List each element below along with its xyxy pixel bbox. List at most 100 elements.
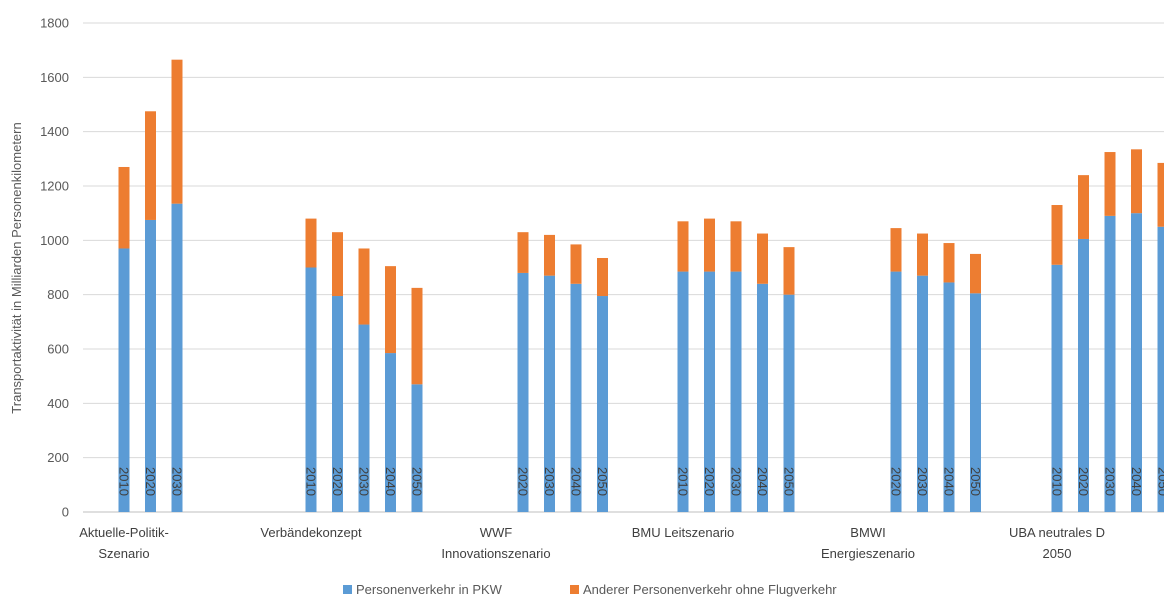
bar-year-label: 2030: [170, 467, 185, 496]
bar-year-label: 2020: [889, 467, 904, 496]
bar-pkw: [730, 271, 742, 512]
bar-other: [704, 218, 715, 272]
bar-pkw: [544, 275, 555, 512]
bar-other: [332, 232, 343, 297]
y-tick-label: 400: [47, 396, 69, 411]
bar-year-label: 2020: [702, 467, 717, 496]
bar-other: [145, 111, 156, 220]
bar-pkw: [917, 275, 928, 512]
y-tick-label: 600: [47, 342, 69, 357]
bar-other: [118, 166, 130, 249]
y-tick-label: 1800: [40, 16, 69, 31]
bar-year-labels: 2010 2020 2030 2010 2020 2030 2040 2050 2020 2030…: [117, 467, 1164, 496]
y-tick-label: 1400: [40, 124, 69, 139]
bar-year-label: 2020: [516, 467, 531, 496]
bar-pkw: [411, 384, 423, 512]
bar-year-label: 2040: [942, 467, 957, 496]
group-label: WWF: [480, 525, 513, 540]
bar-pkw: [704, 271, 715, 512]
group-label: Szenario: [98, 546, 149, 561]
x-axis-group-labels: Aktuelle-Politik- Szenario Verbändekonzept…: [79, 525, 1105, 561]
y-tick-label: 200: [47, 450, 69, 465]
bar-pkw: [1078, 238, 1089, 512]
bar-year-label: 2010: [117, 467, 132, 496]
bar-pkw: [1051, 264, 1063, 512]
bar-year-label: 2040: [1129, 467, 1144, 496]
y-axis-ticks: 0 200 400 600 800 1000 1200 1400 1600 1800: [40, 16, 69, 520]
bar-pkw: [570, 283, 582, 512]
legend-label: Personenverkehr in PKW: [356, 582, 503, 597]
bar-pkw: [332, 296, 343, 512]
bar-other: [730, 221, 742, 272]
bar-year-label: 2040: [569, 467, 584, 496]
group-label: BMU Leitszenario: [632, 525, 735, 540]
bar-other: [385, 266, 396, 354]
bars: [118, 59, 1164, 513]
y-axis-title: Transportaktivität in Milliarden Persone…: [9, 122, 24, 413]
group-label: BMWI: [850, 525, 885, 540]
legend-swatch: [343, 585, 352, 594]
y-tick-label: 1000: [40, 233, 69, 248]
bar-pkw: [890, 271, 902, 512]
bar-other: [677, 221, 689, 272]
legend-label: Anderer Personenverkehr ohne Flugverkehr: [583, 582, 837, 597]
group-label: Verbändekonzept: [260, 525, 362, 540]
bar-other: [1104, 152, 1116, 216]
bar-year-label: 2050: [1156, 467, 1164, 496]
bar-other: [757, 233, 768, 284]
bar-pkw: [171, 203, 183, 513]
bar-other: [1157, 162, 1164, 227]
bar-other: [570, 244, 582, 284]
bar-pkw: [145, 219, 156, 513]
bar-year-label: 2050: [968, 467, 983, 496]
bar-pkw: [385, 353, 396, 512]
bar-other: [517, 232, 529, 273]
y-tick-label: 0: [62, 505, 69, 520]
bar-pkw: [1104, 215, 1116, 512]
bar-pkw: [305, 267, 317, 512]
bar-other: [917, 233, 928, 276]
bar-year-label: 2010: [304, 467, 319, 496]
bar-year-label: 2030: [1103, 467, 1118, 496]
bar-pkw: [1131, 213, 1142, 512]
bar-year-label: 2040: [383, 467, 398, 496]
y-tick-label: 1200: [40, 179, 69, 194]
bar-year-label: 2020: [330, 467, 345, 496]
bar-year-label: 2010: [1050, 467, 1065, 496]
y-tick-label: 1600: [40, 70, 69, 85]
bar-year-label: 2010: [676, 467, 691, 496]
bar-other: [544, 234, 555, 276]
bar-year-label: 2030: [915, 467, 930, 496]
y-tick-label: 800: [47, 287, 69, 302]
bar-year-label: 2020: [143, 467, 158, 496]
group-label: 2050: [1043, 546, 1072, 561]
bar-other: [597, 257, 608, 297]
bar-pkw: [757, 283, 768, 512]
bar-year-label: 2030: [542, 467, 557, 496]
bar-pkw: [118, 248, 130, 512]
bar-other: [1131, 149, 1142, 214]
bar-other: [943, 243, 955, 283]
group-label: Aktuelle-Politik-: [79, 525, 169, 540]
gridlines: [83, 22, 1164, 513]
bar-year-label: 2040: [755, 467, 770, 496]
bar-pkw: [677, 271, 689, 512]
bar-pkw: [783, 294, 795, 512]
bar-year-label: 2030: [729, 467, 744, 496]
bar-year-label: 2030: [357, 467, 372, 496]
bar-pkw: [358, 324, 370, 512]
legend-swatch: [570, 585, 579, 594]
group-label: Energieszenario: [821, 546, 915, 561]
bar-pkw: [597, 296, 608, 512]
bar-other: [1078, 175, 1089, 239]
bar-other: [411, 287, 423, 385]
group-label: UBA neutrales D: [1009, 525, 1105, 540]
bar-year-label: 2020: [1076, 467, 1091, 496]
bar-other: [1051, 205, 1063, 265]
bar-other: [970, 253, 981, 294]
bar-pkw: [970, 293, 981, 512]
bar-other: [783, 247, 795, 295]
group-label: Innovationszenario: [441, 546, 550, 561]
bar-pkw: [1157, 226, 1164, 512]
